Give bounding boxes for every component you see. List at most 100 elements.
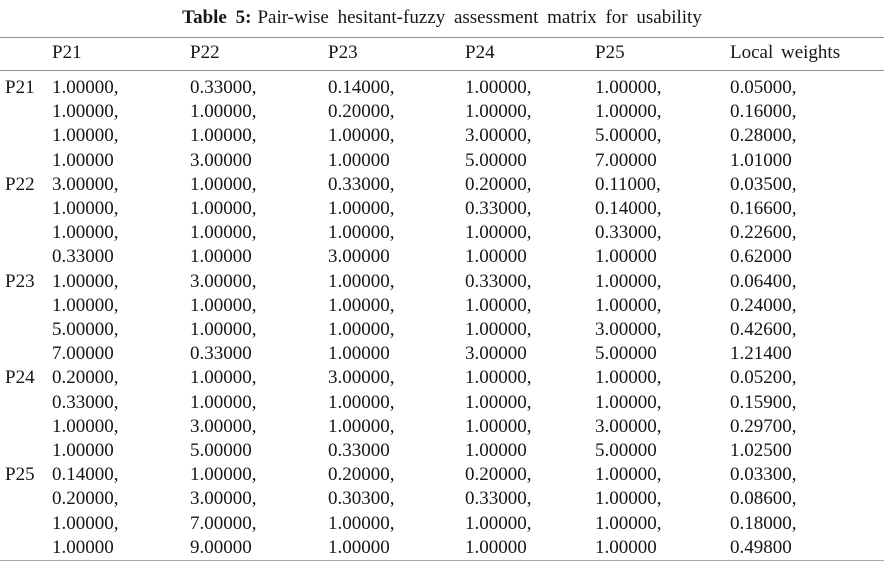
row-label: P25	[5, 464, 35, 486]
matrix-cell: 1.00000, 1.00000, 1.00000, 1.00000	[595, 463, 730, 560]
cell-value-line: 1.00000,	[328, 198, 395, 220]
matrix-cell: 1.00000, 1.00000, 3.00000, 5.00000	[595, 270, 730, 367]
cell-value-line: 1.00000	[465, 440, 527, 462]
cell-value-line: 0.62000	[730, 246, 792, 268]
matrix-cell: 3.00000, 1.00000, 1.00000, 0.33000	[52, 173, 190, 270]
cell-value-line: 0.33000,	[328, 173, 395, 195]
cell-value-line: 0.18000,	[730, 512, 797, 534]
cell-value-line: 1.00000,	[190, 464, 257, 486]
cell-value-line: 1.00000,	[190, 294, 257, 316]
cell-value-line: 0.22600,	[730, 222, 797, 244]
cell-value-line: 1.00000,	[595, 294, 662, 316]
table-caption-text: Pair-wise hesitant-fuzzy assessment matr…	[257, 7, 702, 28]
cell-value-line: 1.00000,	[328, 415, 395, 437]
cell-value-line: 5.00000	[190, 440, 252, 462]
cell-value-line: 3.00000,	[52, 173, 119, 195]
cell-value-line: 3.00000	[190, 149, 252, 171]
cell-value-line: 0.20000,	[465, 173, 532, 195]
matrix-cell: 0.03300, 0.08600, 0.18000, 0.49800	[730, 463, 884, 560]
matrix-cell: 0.11000, 0.14000, 0.33000, 1.00000	[595, 173, 730, 270]
cell-value-line: 1.00000,	[465, 101, 532, 123]
cell-value-line: 0.33000,	[52, 391, 119, 413]
cell-value-line: 1.00000,	[52, 512, 119, 534]
table-row-p23: P23 1.00000, 1.00000, 5.00000, 7.00000 3.0000…	[0, 270, 884, 367]
cell-value-line: 3.00000	[465, 343, 527, 365]
cell-value-line: 0.24000,	[730, 294, 797, 316]
matrix-cell: 1.00000, 1.00000, 1.00000, 1.00000	[465, 366, 595, 463]
cell-value-line: 1.00000,	[52, 222, 119, 244]
cell-value-line: 0.20000,	[328, 101, 395, 123]
cell-value-line: 1.00000,	[52, 198, 119, 220]
cell-value-line: 1.00000,	[190, 198, 257, 220]
cell-value-line: 1.21400	[730, 343, 792, 365]
cell-value-line: 0.33000,	[465, 488, 532, 510]
table-caption: Table 5: Pair-wise hesitant-fuzzy assessm…	[0, 0, 884, 37]
cell-value-line: 1.00000	[595, 536, 657, 558]
cell-value-line: 1.00000,	[465, 415, 532, 437]
cell-value-line: 1.00000,	[52, 270, 119, 292]
matrix-cell: 0.20000, 0.33000, 1.00000, 1.00000	[465, 463, 595, 560]
cell-value-line: 3.00000	[328, 246, 390, 268]
cell-value-line: 0.30300,	[328, 488, 395, 510]
cell-value-line: 3.00000,	[190, 488, 257, 510]
cell-value-line: 5.00000	[595, 343, 657, 365]
matrix-cell: 0.05000, 0.16000, 0.28000, 1.01000	[730, 71, 884, 173]
table-header-row: P21 P22 P23 P24 P25 Local weights	[0, 37, 884, 71]
cell-value-line: 0.05000,	[730, 77, 797, 98]
cell-value-line: 1.00000,	[465, 294, 532, 316]
cell-value-line: 0.29700,	[730, 415, 797, 437]
cell-value-line: 1.00000,	[595, 367, 662, 389]
cell-value-line: 1.00000,	[328, 391, 395, 413]
column-header-p22: P22	[190, 37, 328, 71]
cell-value-line: 0.33000,	[465, 270, 532, 292]
cell-value-line: 1.00000,	[595, 77, 662, 98]
cell-value-line: 7.00000	[52, 343, 114, 365]
matrix-cell: 1.00000, 1.00000, 1.00000, 1.00000	[190, 173, 328, 270]
cell-value-line: 1.00000	[465, 246, 527, 268]
row-label-corner	[0, 37, 52, 71]
cell-value-line: 1.00000,	[465, 512, 532, 534]
assessment-matrix-table: P21 P22 P23 P24 P25 Local weights P21 1.00000,…	[0, 37, 884, 562]
cell-value-line: 0.42600,	[730, 319, 797, 341]
row-label: P21	[5, 77, 35, 98]
cell-value-line: 1.00000,	[328, 294, 395, 316]
cell-value-line: 3.00000,	[190, 270, 257, 292]
cell-value-line: 1.00000,	[595, 512, 662, 534]
matrix-cell: 1.00000, 1.00000, 1.00000, 1.00000	[52, 71, 190, 173]
cell-value-line: 1.00000	[52, 149, 114, 171]
matrix-cell: 0.14000, 0.20000, 1.00000, 1.00000	[328, 71, 465, 173]
cell-value-line: 0.33000,	[595, 222, 662, 244]
table-row-p22: P22 3.00000, 1.00000, 1.00000, 0.33000 1.0000…	[0, 173, 884, 270]
cell-value-line: 0.20000,	[52, 367, 119, 389]
table-row-p21: P21 1.00000, 1.00000, 1.00000, 1.00000 0.3300…	[0, 71, 884, 173]
cell-value-line: 1.00000	[328, 149, 390, 171]
cell-value-line: 0.33000,	[465, 198, 532, 220]
cell-value-line: 0.49800	[730, 536, 792, 558]
matrix-cell: 1.00000, 1.00000, 3.00000, 5.00000	[465, 71, 595, 173]
cell-value-line: 0.08600,	[730, 488, 797, 510]
cell-value-line: 1.00000,	[328, 512, 395, 534]
cell-value-line: 1.02500	[730, 440, 792, 462]
cell-value-line: 1.00000,	[328, 222, 395, 244]
matrix-cell: 3.00000, 1.00000, 1.00000, 0.33000	[190, 270, 328, 367]
cell-value-line: 5.00000	[595, 440, 657, 462]
cell-value-line: 1.00000,	[52, 125, 119, 147]
matrix-cell: 1.00000, 3.00000, 7.00000, 9.00000	[190, 463, 328, 560]
cell-value-line: 1.00000	[595, 246, 657, 268]
cell-value-line: 0.33000,	[190, 77, 257, 98]
cell-value-line: 1.00000,	[328, 125, 395, 147]
cell-value-line: 3.00000,	[595, 319, 662, 341]
cell-value-line: 1.00000,	[595, 101, 662, 123]
cell-value-line: 1.00000	[328, 343, 390, 365]
cell-value-line: 1.00000,	[190, 319, 257, 341]
cell-value-line: 1.00000,	[328, 270, 395, 292]
cell-value-line: 5.00000,	[52, 319, 119, 341]
cell-value-line: 1.00000,	[52, 294, 119, 316]
cell-value-line: 3.00000,	[465, 125, 532, 147]
matrix-cell: 0.33000, 1.00000, 1.00000, 3.00000	[190, 71, 328, 173]
cell-value-line: 0.28000,	[730, 125, 797, 147]
cell-value-line: 0.33000	[328, 440, 390, 462]
cell-value-line: 1.00000,	[52, 77, 119, 98]
cell-value-line: 1.00000	[52, 536, 114, 558]
